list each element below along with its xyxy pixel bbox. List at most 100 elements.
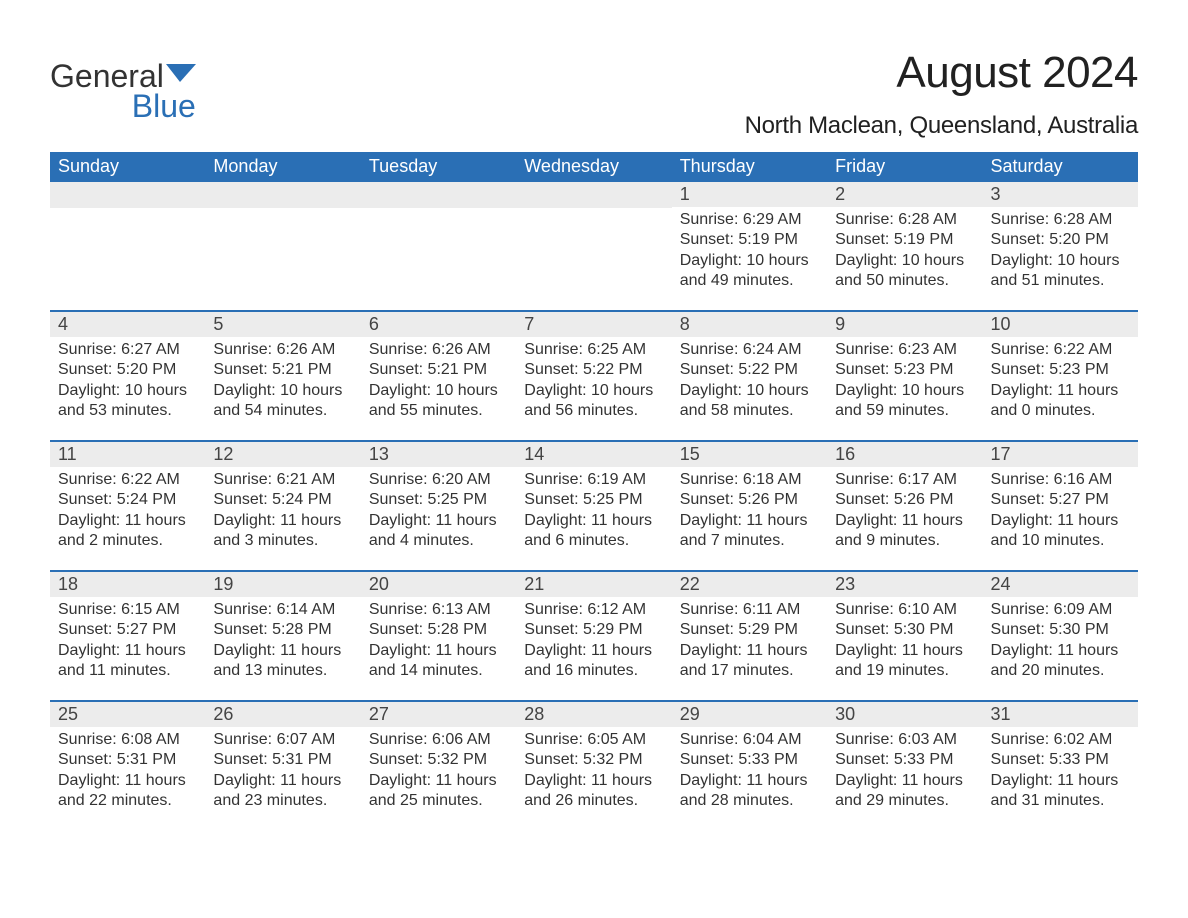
weekday-header: Wednesday xyxy=(516,152,671,182)
title-block: August 2024 North Maclean, Queensland, A… xyxy=(745,48,1138,140)
sunset-line: Sunset: 5:23 PM xyxy=(835,360,974,380)
sunset-line: Sunset: 5:24 PM xyxy=(213,490,352,510)
sunset-line: Sunset: 5:29 PM xyxy=(680,620,819,640)
day-number: 29 xyxy=(680,704,700,724)
calendar-day: 10Sunrise: 6:22 AMSunset: 5:23 PMDayligh… xyxy=(983,312,1138,440)
page-title: August 2024 xyxy=(745,48,1138,98)
daylight-line: Daylight: 11 hours and 9 minutes. xyxy=(835,511,974,552)
day-number-row: 24 xyxy=(983,572,1138,597)
calendar-week-row: 1Sunrise: 6:29 AMSunset: 5:19 PMDaylight… xyxy=(50,182,1138,310)
calendar-day: 14Sunrise: 6:19 AMSunset: 5:25 PMDayligh… xyxy=(516,442,671,570)
calendar-day: 5Sunrise: 6:26 AMSunset: 5:21 PMDaylight… xyxy=(205,312,360,440)
daylight-line: Daylight: 10 hours and 51 minutes. xyxy=(991,251,1130,292)
sunset-line: Sunset: 5:33 PM xyxy=(680,750,819,770)
day-number: 19 xyxy=(213,574,233,594)
calendar-day: 11Sunrise: 6:22 AMSunset: 5:24 PMDayligh… xyxy=(50,442,205,570)
calendar-body: 1Sunrise: 6:29 AMSunset: 5:19 PMDaylight… xyxy=(50,182,1138,830)
day-body xyxy=(361,208,516,217)
day-number: 4 xyxy=(58,314,68,334)
sunset-line: Sunset: 5:31 PM xyxy=(58,750,197,770)
calendar-day: 8Sunrise: 6:24 AMSunset: 5:22 PMDaylight… xyxy=(672,312,827,440)
sunset-line: Sunset: 5:25 PM xyxy=(369,490,508,510)
calendar-day-empty xyxy=(205,182,360,310)
sunrise-line: Sunrise: 6:10 AM xyxy=(835,600,974,620)
day-body xyxy=(50,208,205,217)
day-number-row: 15 xyxy=(672,442,827,467)
day-number-row: 9 xyxy=(827,312,982,337)
calendar-day-empty xyxy=(50,182,205,310)
day-number: 12 xyxy=(213,444,233,464)
day-number: 17 xyxy=(991,444,1011,464)
day-number: 28 xyxy=(524,704,544,724)
day-number: 16 xyxy=(835,444,855,464)
calendar-day: 23Sunrise: 6:10 AMSunset: 5:30 PMDayligh… xyxy=(827,572,982,700)
brand-text: General Blue xyxy=(50,60,196,125)
weekday-header-row: SundayMondayTuesdayWednesdayThursdayFrid… xyxy=(50,152,1138,182)
calendar-day: 31Sunrise: 6:02 AMSunset: 5:33 PMDayligh… xyxy=(983,702,1138,830)
sunset-line: Sunset: 5:32 PM xyxy=(369,750,508,770)
sunrise-line: Sunrise: 6:07 AM xyxy=(213,730,352,750)
daylight-line: Daylight: 11 hours and 26 minutes. xyxy=(524,771,663,812)
day-number: 9 xyxy=(835,314,845,334)
calendar-day: 13Sunrise: 6:20 AMSunset: 5:25 PMDayligh… xyxy=(361,442,516,570)
calendar-week-row: 25Sunrise: 6:08 AMSunset: 5:31 PMDayligh… xyxy=(50,700,1138,830)
sunset-line: Sunset: 5:30 PM xyxy=(835,620,974,640)
day-number-row: 6 xyxy=(361,312,516,337)
day-number: 6 xyxy=(369,314,379,334)
sunset-line: Sunset: 5:20 PM xyxy=(991,230,1130,250)
sunrise-line: Sunrise: 6:09 AM xyxy=(991,600,1130,620)
sunrise-line: Sunrise: 6:29 AM xyxy=(680,210,819,230)
sunrise-line: Sunrise: 6:04 AM xyxy=(680,730,819,750)
day-body: Sunrise: 6:09 AMSunset: 5:30 PMDaylight:… xyxy=(983,597,1138,688)
day-number: 26 xyxy=(213,704,233,724)
sunset-line: Sunset: 5:21 PM xyxy=(213,360,352,380)
day-number-row: 11 xyxy=(50,442,205,467)
day-number: 14 xyxy=(524,444,544,464)
day-number: 20 xyxy=(369,574,389,594)
sunrise-line: Sunrise: 6:24 AM xyxy=(680,340,819,360)
calendar: SundayMondayTuesdayWednesdayThursdayFrid… xyxy=(50,152,1138,830)
day-number: 27 xyxy=(369,704,389,724)
sunrise-line: Sunrise: 6:22 AM xyxy=(991,340,1130,360)
day-number-row: 7 xyxy=(516,312,671,337)
day-number-row: 29 xyxy=(672,702,827,727)
calendar-day: 28 Sunrise: 6:05 AMSunset: 5:32 PMDayligh… xyxy=(516,702,671,830)
day-number: 24 xyxy=(991,574,1011,594)
sunset-line: Sunset: 5:31 PM xyxy=(213,750,352,770)
weekday-header: Tuesday xyxy=(361,152,516,182)
daylight-line: Daylight: 11 hours and 7 minutes. xyxy=(680,511,819,552)
day-body: Sunrise: 6:05 AMSunset: 5:32 PMDaylight:… xyxy=(516,727,671,818)
sunrise-line: Sunrise: 6:12 AM xyxy=(524,600,663,620)
sunrise-line: Sunrise: 6:28 AM xyxy=(835,210,974,230)
day-number: 8 xyxy=(680,314,690,334)
brand-logo: General Blue xyxy=(50,48,196,125)
header: General Blue August 2024 North Maclean, … xyxy=(50,48,1138,140)
sunrise-line: Sunrise: 6:16 AM xyxy=(991,470,1130,490)
sunrise-line: Sunrise: 6:26 AM xyxy=(213,340,352,360)
weekday-header: Monday xyxy=(205,152,360,182)
sunset-line: Sunset: 5:21 PM xyxy=(369,360,508,380)
day-number-row xyxy=(205,182,360,208)
day-number-row: 22 xyxy=(672,572,827,597)
day-number: 15 xyxy=(680,444,700,464)
sunset-line: Sunset: 5:33 PM xyxy=(991,750,1130,770)
sunset-line: Sunset: 5:19 PM xyxy=(680,230,819,250)
day-body: Sunrise: 6:28 AMSunset: 5:19 PMDaylight:… xyxy=(827,207,982,298)
day-number-row: 23 xyxy=(827,572,982,597)
day-number-row: 13 xyxy=(361,442,516,467)
day-body: Sunrise: 6:02 AMSunset: 5:33 PMDaylight:… xyxy=(983,727,1138,818)
sunrise-line: Sunrise: 6:18 AM xyxy=(680,470,819,490)
sunset-line: Sunset: 5:28 PM xyxy=(213,620,352,640)
calendar-day: 16Sunrise: 6:17 AMSunset: 5:26 PMDayligh… xyxy=(827,442,982,570)
day-body: Sunrise: 6:03 AMSunset: 5:33 PMDaylight:… xyxy=(827,727,982,818)
sunrise-line: Sunrise: 6:13 AM xyxy=(369,600,508,620)
day-number-row: 12 xyxy=(205,442,360,467)
day-number-row: 28 xyxy=(516,702,671,727)
daylight-line: Daylight: 10 hours and 54 minutes. xyxy=(213,381,352,422)
day-body: Sunrise: 6:25 AMSunset: 5:22 PMDaylight:… xyxy=(516,337,671,428)
day-number-row: 30 xyxy=(827,702,982,727)
day-number-row: 2 xyxy=(827,182,982,207)
day-body: Sunrise: 6:11 AMSunset: 5:29 PMDaylight:… xyxy=(672,597,827,688)
sunset-line: Sunset: 5:26 PM xyxy=(680,490,819,510)
weekday-header: Saturday xyxy=(983,152,1138,182)
